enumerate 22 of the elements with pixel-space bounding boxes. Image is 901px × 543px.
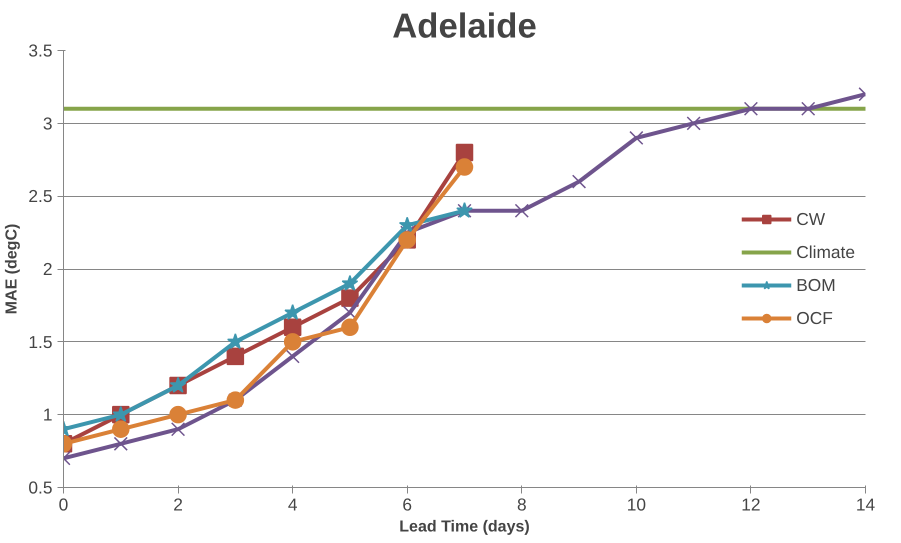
y-tick-label: 2 bbox=[42, 259, 53, 279]
y-tick-label: 3.5 bbox=[28, 40, 53, 60]
legend-label: CW bbox=[796, 208, 826, 230]
y-tick-label: 1.5 bbox=[28, 332, 53, 352]
x-tick-label: 14 bbox=[856, 494, 876, 514]
x-axis-title: Lead Time (days) bbox=[399, 518, 530, 536]
x-tick-label: 4 bbox=[288, 494, 298, 514]
x-tick-label: 6 bbox=[402, 494, 412, 514]
legend-label: Climate bbox=[796, 242, 855, 262]
x-tick-label: 0 bbox=[58, 494, 68, 514]
chart-title: Adelaide bbox=[392, 8, 537, 46]
legend-label: BOM bbox=[796, 274, 836, 296]
y-axis-title: MAE (degC) bbox=[3, 224, 20, 314]
x-tick-label: 2 bbox=[173, 494, 183, 514]
x-tick-label: 10 bbox=[626, 494, 646, 514]
legend-label: OCF bbox=[796, 308, 833, 328]
y-tick-label: 0.5 bbox=[28, 478, 53, 498]
x-tick-label: 12 bbox=[741, 494, 761, 514]
y-tick-label: 2.5 bbox=[28, 186, 53, 206]
y-tick-label: 3 bbox=[42, 113, 53, 134]
x-tick-label: 8 bbox=[516, 494, 527, 514]
y-tick-label: 1 bbox=[42, 404, 53, 425]
